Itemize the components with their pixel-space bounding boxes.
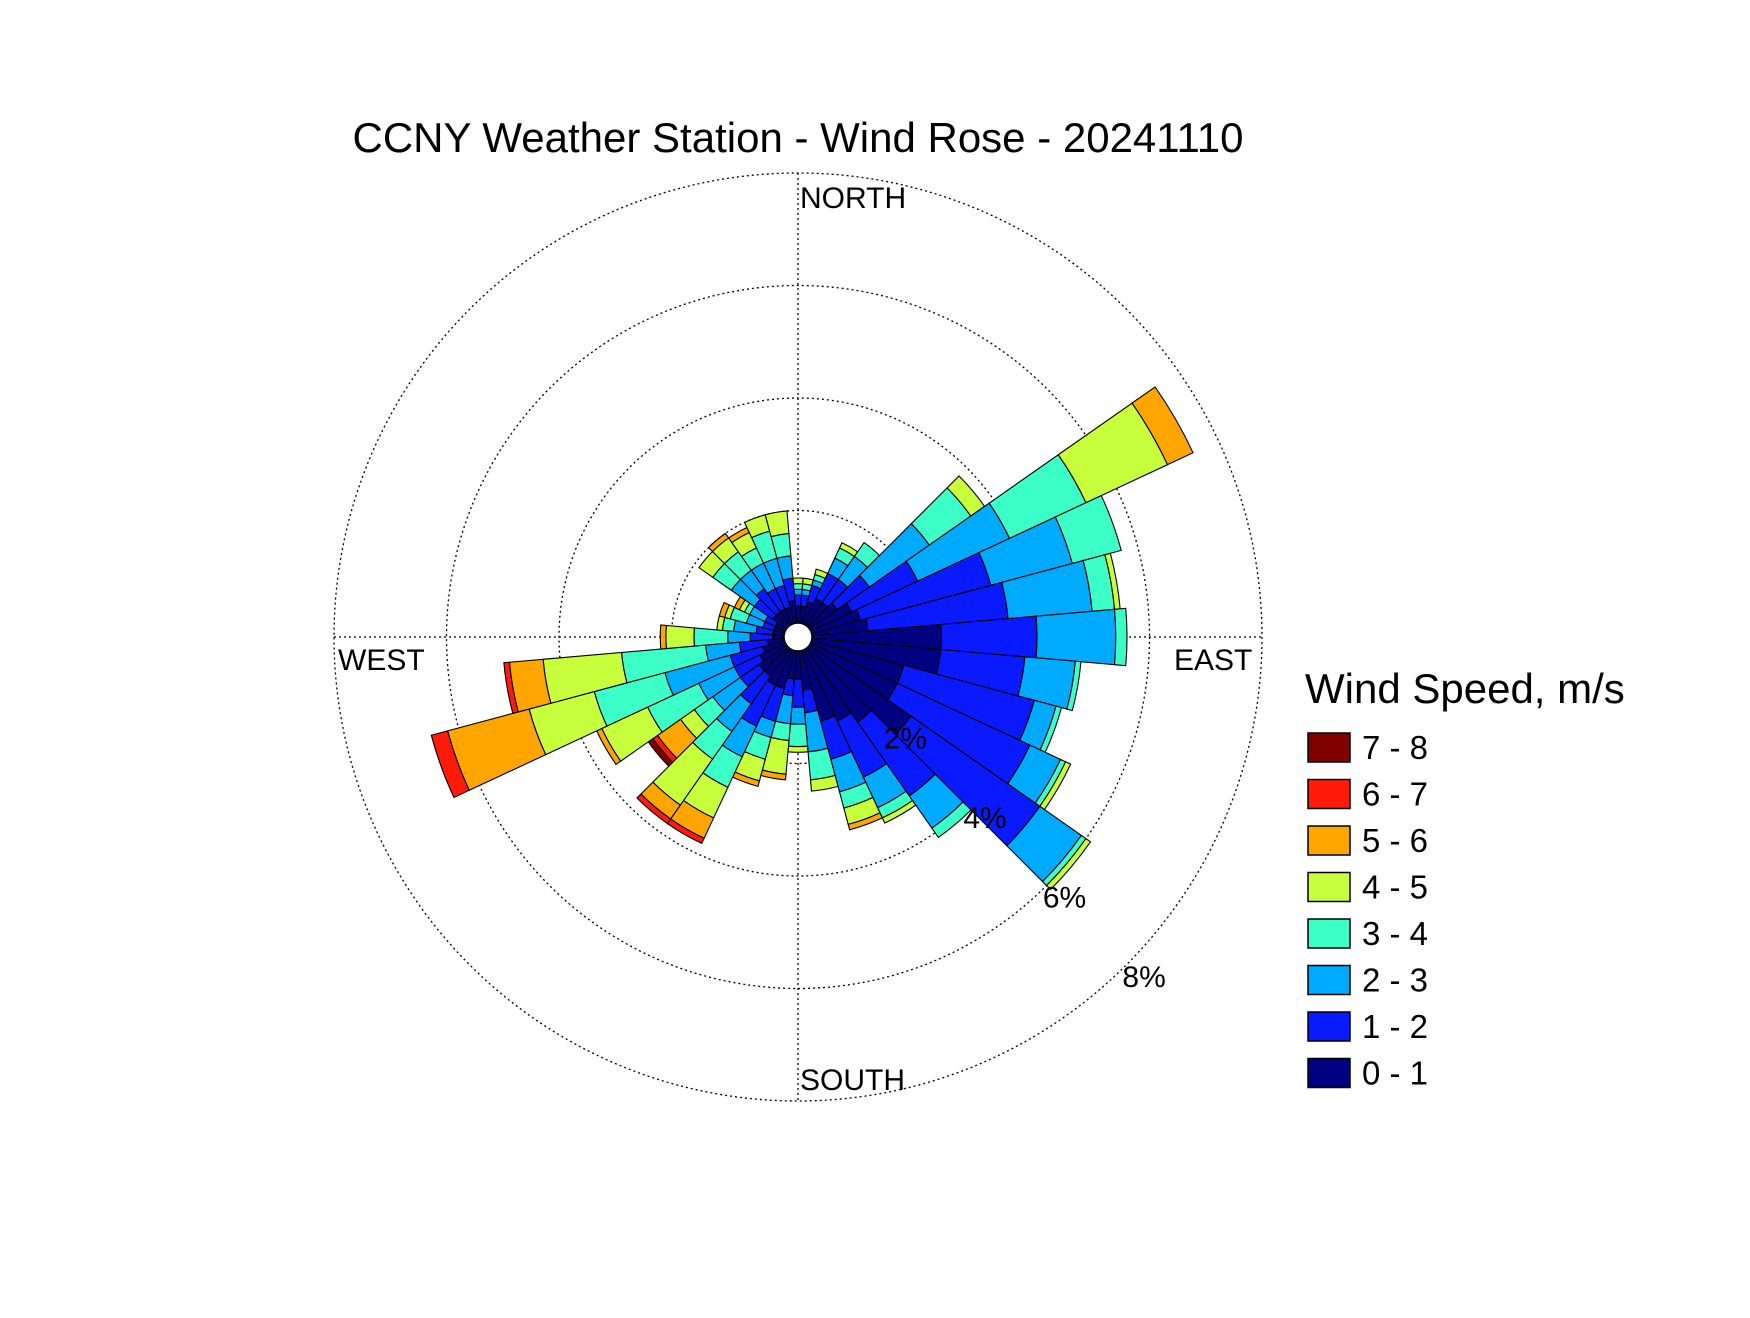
ring-label-8: 8%: [1122, 961, 1165, 994]
sector-280: [716, 615, 786, 637]
legend-title: Wind Speed, m/s: [1305, 665, 1625, 712]
legend-label: 7 - 8: [1362, 729, 1428, 766]
bar-segment-180-4-5: [787, 745, 809, 753]
bar-segment-160-5-6: [847, 812, 884, 831]
sector-180: [787, 650, 809, 753]
west-label: WEST: [338, 644, 425, 677]
legend-item: 0 - 1: [1307, 1055, 1428, 1092]
legend-label: 4 - 5: [1362, 869, 1428, 906]
sector-210: [666, 647, 793, 845]
center-calm-circle: [783, 622, 813, 652]
sector-70: [809, 494, 1122, 635]
sector-350: [764, 510, 798, 625]
legend-label: 6 - 7: [1362, 776, 1428, 813]
sector-140: [805, 646, 972, 839]
chart-title: CCNY Weather Station - Wind Rose - 20241…: [352, 114, 1243, 161]
legend-item: 4 - 5: [1307, 869, 1428, 906]
bar-segment-170-4-5: [809, 774, 839, 792]
sector-250: [430, 639, 787, 799]
bar-segment-100-3-4: [1066, 660, 1082, 712]
legend: Wind Speed, m/s 7 - 8 6 - 7 5 - 6 4 - 5 3 - …: [1305, 665, 1625, 1092]
bar-segment-270-4-5: [665, 624, 695, 650]
east-label: EAST: [1174, 644, 1252, 677]
sector-60: [808, 386, 1194, 632]
legend-item: 1 - 2: [1307, 1008, 1428, 1045]
bar-segment-350-4-5: [764, 510, 790, 538]
bar-segment-90-3-4: [1113, 607, 1128, 667]
bar-segment-250-6-7: [430, 730, 470, 799]
bar-segment-130-4-5: [1045, 837, 1092, 891]
sector-130: [807, 644, 1092, 891]
sector-300: [733, 595, 788, 632]
bar-segment-260-6-7: [503, 661, 519, 715]
bar-segment-180-3-4: [787, 723, 809, 748]
south-label: SOUTH: [800, 1064, 905, 1097]
sector-10: [798, 577, 814, 625]
legend-item: 2 - 3: [1307, 962, 1428, 999]
sector-30: [803, 542, 859, 627]
bar-segment-140-3-4: [931, 801, 972, 839]
bar-segment-0-2-3: [793, 588, 803, 596]
bar-segment-0-3-4: [792, 583, 804, 591]
bar-segment-0-4-5: [792, 577, 804, 585]
legend-item: 7 - 8: [1307, 729, 1428, 766]
legend-label: 2 - 3: [1362, 962, 1428, 999]
ring-label-4: 4%: [963, 802, 1006, 835]
bar-segment-180-2-3: [789, 706, 807, 725]
sector-260: [503, 637, 786, 715]
legend-label: 3 - 4: [1362, 915, 1428, 952]
sector-220: [636, 646, 791, 825]
sector-150: [803, 647, 917, 824]
legend-swatch: [1307, 918, 1351, 949]
legend-label: 5 - 6: [1362, 822, 1428, 859]
sector-110: [809, 639, 1063, 754]
legend-label: 1 - 2: [1362, 1008, 1428, 1045]
legend-swatch: [1307, 778, 1351, 810]
bar-segment-90-2-3: [1035, 608, 1117, 666]
legend-item: 6 - 7: [1307, 776, 1428, 813]
sector-100: [810, 637, 1082, 712]
sector-170: [798, 649, 839, 792]
bar-segment-150-4-5: [881, 799, 917, 824]
bar-segment-290-5-6: [718, 601, 730, 619]
sector-160: [800, 648, 884, 831]
legend-label: 0 - 1: [1362, 1055, 1428, 1092]
sector-290: [718, 601, 787, 635]
bar-segment-70-3-4: [1054, 494, 1122, 565]
bar-segment-270-5-6: [659, 624, 667, 650]
legend-item: 3 - 4: [1307, 915, 1428, 952]
ring-label-2: 2%: [884, 722, 927, 755]
legend-swatch: [1307, 1011, 1351, 1042]
legend-swatch: [1307, 964, 1351, 996]
legend-swatch: [1307, 825, 1351, 856]
bar-segment-320-5-6: [707, 532, 730, 553]
ring-label-6: 6%: [1043, 882, 1086, 915]
legend-swatch: [1307, 732, 1351, 763]
sector-200: [731, 648, 796, 788]
legend-items: 7 - 8 6 - 7 5 - 6 4 - 5 3 - 4 2 - 3 1 - 2 0 - 1: [1307, 729, 1428, 1092]
sector-270: [659, 624, 785, 650]
bar-segment-60-5-6: [1131, 386, 1194, 466]
north-label: NORTH: [800, 182, 906, 215]
sector-330: [727, 526, 793, 627]
sector-90: [811, 607, 1128, 667]
ring-labels: 2% 4% 6% 8%: [884, 722, 1166, 994]
bar-segment-220-6-7: [636, 793, 672, 825]
legend-swatch: [1307, 1057, 1351, 1089]
legend-item: 5 - 6: [1307, 822, 1428, 859]
sector-80: [810, 552, 1121, 637]
legend-swatch: [1307, 871, 1351, 903]
